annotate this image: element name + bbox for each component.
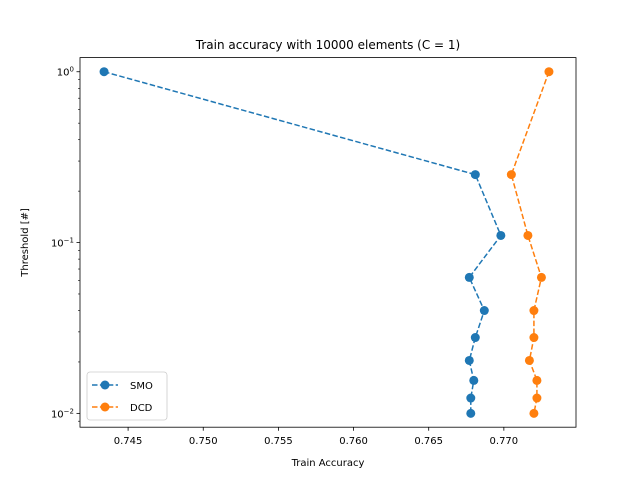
data-point-smo	[99, 67, 109, 77]
data-point-smo	[470, 170, 480, 180]
x-tick-label: 0.755	[264, 436, 293, 447]
data-point-smo	[469, 375, 479, 385]
data-point-dcd	[529, 306, 539, 316]
data-point-smo	[466, 408, 476, 418]
y-axis: 100 10−1 10−2	[51, 66, 80, 422]
data-point-dcd	[524, 355, 534, 365]
y-tick-label: 10−1	[51, 237, 74, 250]
data-point-smo	[470, 333, 480, 343]
series-layer	[99, 67, 554, 418]
data-point-dcd	[506, 170, 516, 180]
data-point-dcd	[529, 333, 539, 343]
data-point-dcd	[523, 230, 533, 240]
legend-entry-dcd: DCD	[92, 402, 153, 414]
legend-entry-smo: SMO	[92, 380, 153, 392]
legend-marker-dcd	[100, 402, 110, 412]
data-point-dcd	[544, 67, 554, 77]
data-point-smo	[496, 230, 506, 240]
x-tick-label: 0.760	[339, 436, 368, 447]
data-point-smo	[464, 272, 474, 282]
y-axis-label: Threshold [#]	[20, 208, 31, 278]
legend-label-dcd: DCD	[130, 403, 153, 414]
data-point-dcd	[529, 408, 539, 418]
data-point-smo	[466, 393, 476, 403]
data-point-dcd	[536, 272, 546, 282]
plot-area	[80, 57, 576, 428]
x-axis: 0.745 0.750 0.755 0.760 0.765 0.770	[114, 427, 518, 447]
y-tick-label: 10−2	[51, 407, 74, 420]
data-point-smo	[464, 355, 474, 365]
data-point-dcd	[532, 393, 542, 403]
data-point-dcd	[532, 375, 542, 385]
y-tick-label: 100	[57, 66, 74, 79]
legend-frame	[86, 371, 168, 421]
x-axis-label: Train Accuracy	[291, 458, 365, 469]
legend: SMO DCD	[86, 371, 168, 421]
legend-label-smo: SMO	[130, 381, 153, 392]
series-line-dcd	[510, 71, 550, 414]
legend-marker-smo	[100, 380, 110, 390]
data-point-smo	[479, 306, 489, 316]
x-tick-label: 0.745	[114, 436, 143, 447]
plot-frame	[79, 57, 577, 428]
x-tick-label: 0.750	[189, 436, 218, 447]
x-tick-label: 0.770	[490, 436, 519, 447]
chart-title: Train accuracy with 10000 elements (C = …	[195, 38, 460, 52]
x-tick-label: 0.765	[414, 436, 443, 447]
series-line-smo	[103, 71, 502, 414]
